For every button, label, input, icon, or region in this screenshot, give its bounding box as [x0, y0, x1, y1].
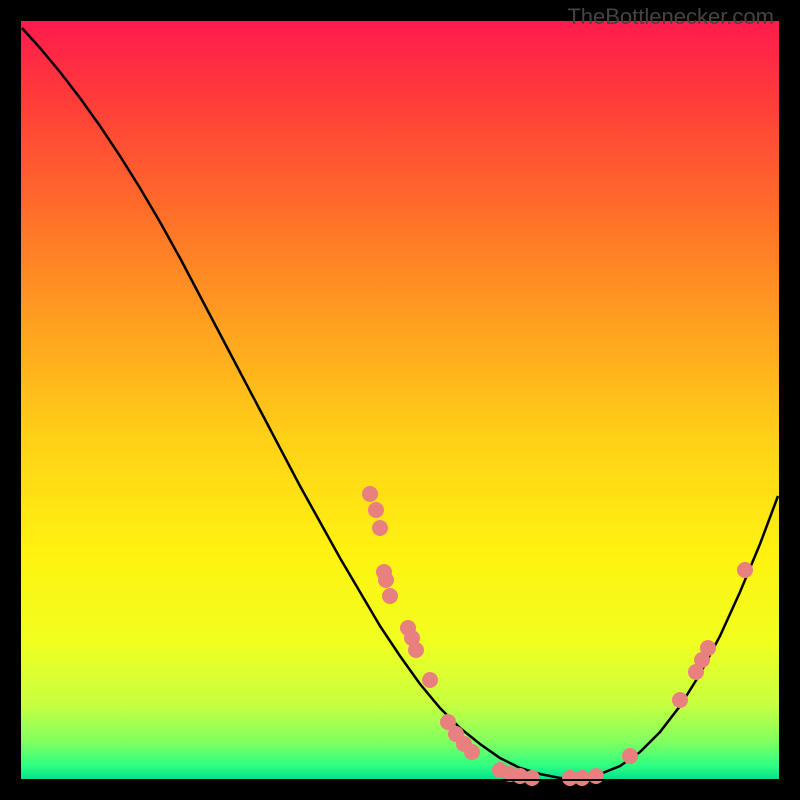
gradient-background: [20, 20, 780, 780]
scatter-dot: [588, 768, 604, 784]
scatter-dot: [372, 520, 388, 536]
scatter-dot: [574, 770, 590, 786]
watermark-text: TheBottlenecker.com: [567, 4, 774, 30]
scatter-dot: [700, 640, 716, 656]
chart-svg: [0, 0, 800, 800]
scatter-dot: [672, 692, 688, 708]
scatter-dot: [368, 502, 384, 518]
scatter-dot: [524, 770, 540, 786]
scatter-dot: [378, 572, 394, 588]
scatter-dot: [622, 748, 638, 764]
scatter-dot: [408, 642, 424, 658]
scatter-dot: [464, 744, 480, 760]
scatter-dot: [382, 588, 398, 604]
scatter-dot: [362, 486, 378, 502]
bottleneck-chart: TheBottlenecker.com: [0, 0, 800, 800]
scatter-dot: [422, 672, 438, 688]
scatter-dot: [737, 562, 753, 578]
